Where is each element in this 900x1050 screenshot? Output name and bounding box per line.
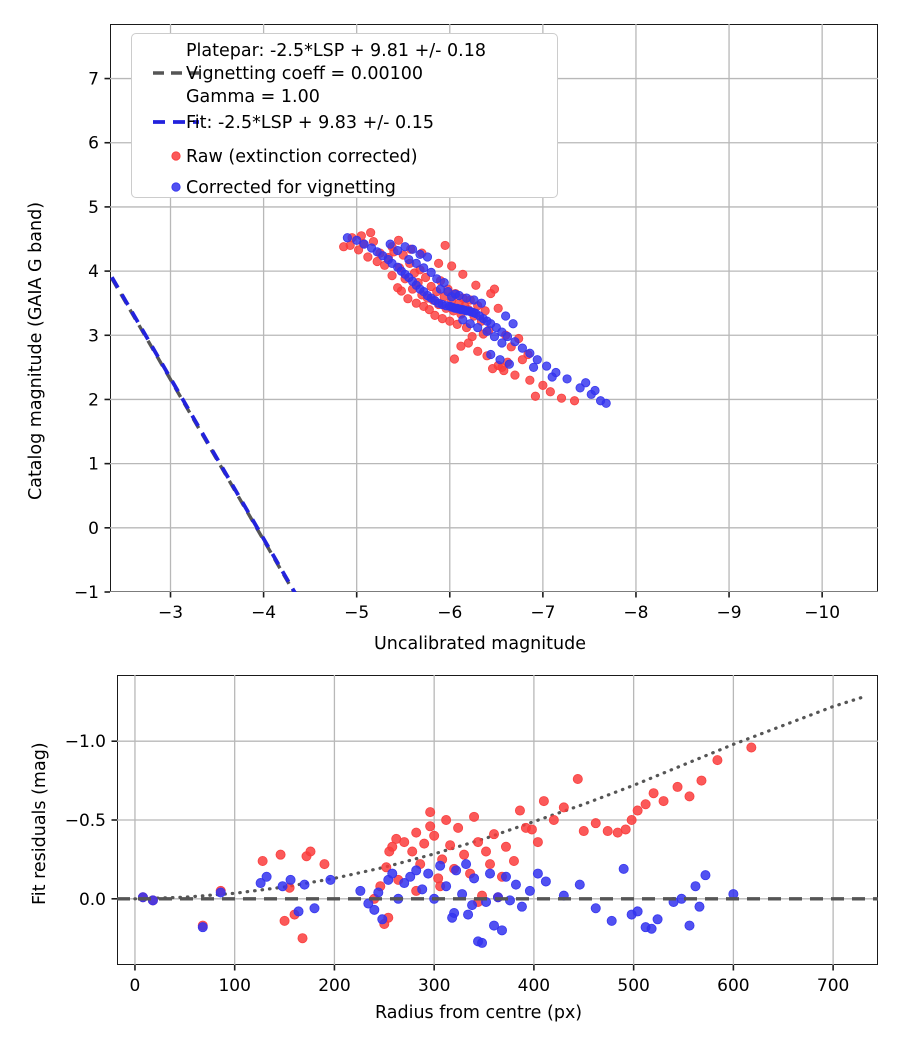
fit-residuals-plot [117,675,878,965]
svg-text:−1.0: −1.0 [65,732,106,752]
legend-label-gamma: Gamma = 1.00 [186,87,320,107]
svg-text:4: 4 [88,262,99,282]
top-x-axis-label: Uncalibrated magnitude [374,634,586,654]
svg-text:−4: −4 [251,603,276,623]
magnitude-calibration-plot [110,24,878,592]
svg-text:700: 700 [817,976,849,996]
svg-text:7: 7 [88,70,99,90]
svg-text:0.0: 0.0 [79,890,106,910]
legend-label-fit: Fit: -2.5*LSP + 9.83 +/- 0.15 [186,113,434,133]
fit-residuals-panel [117,675,878,965]
svg-text:−1: −1 [74,583,99,603]
svg-text:−5: −5 [344,603,369,623]
svg-text:−10: −10 [804,603,840,623]
svg-text:−3: −3 [158,603,183,623]
legend-label-corrected: Corrected for vignetting [186,178,396,198]
legend [131,33,558,198]
svg-text:400: 400 [518,976,550,996]
bottom-y-axis-label: Fit residuals (mag) [30,742,50,905]
legend-markers [153,71,199,192]
svg-text:3: 3 [88,326,99,346]
svg-text:500: 500 [617,976,649,996]
top-y-axis-label: Catalog magnitude (GAIA G band) [26,201,46,500]
svg-text:200: 200 [318,976,350,996]
svg-text:−7: −7 [530,603,555,623]
svg-text:−0.5: −0.5 [65,811,106,831]
svg-text:−8: −8 [623,603,648,623]
svg-text:5: 5 [88,198,99,218]
svg-text:300: 300 [418,976,450,996]
bottom-x-axis-label: Radius from centre (px) [375,1003,583,1023]
legend-label-raw: Raw (extinction corrected) [186,147,418,167]
svg-text:0: 0 [130,976,141,996]
legend-label-platepar: Platepar: -2.5*LSP + 9.81 +/- 0.18 [186,41,486,61]
svg-text:100: 100 [218,976,250,996]
svg-text:−9: −9 [717,603,742,623]
svg-text:600: 600 [717,976,749,996]
legend-label-vignetting-coeff: Vignetting coeff = 0.00100 [186,64,424,84]
svg-text:0: 0 [88,519,99,539]
svg-text:1: 1 [88,455,99,475]
svg-text:6: 6 [88,134,99,154]
svg-text:−6: −6 [437,603,462,623]
svg-text:2: 2 [88,390,99,410]
